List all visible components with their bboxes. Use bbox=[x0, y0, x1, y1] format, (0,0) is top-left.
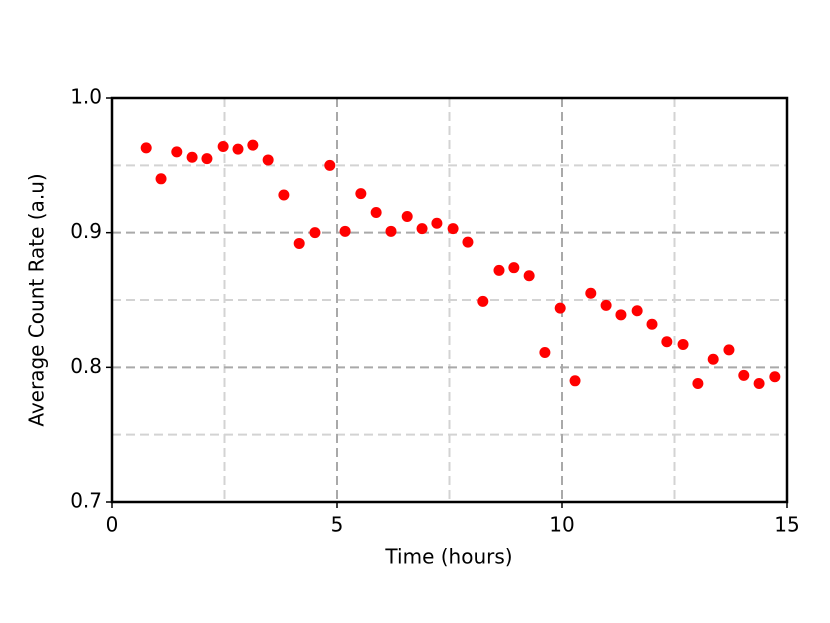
point bbox=[723, 344, 735, 356]
point bbox=[615, 309, 627, 321]
point bbox=[232, 143, 244, 155]
point bbox=[523, 270, 535, 282]
point bbox=[508, 262, 520, 274]
point bbox=[661, 336, 673, 348]
point bbox=[186, 151, 198, 163]
point bbox=[600, 299, 612, 311]
point bbox=[355, 188, 367, 200]
point bbox=[309, 227, 321, 239]
point bbox=[769, 371, 781, 383]
point bbox=[247, 139, 259, 151]
point bbox=[738, 369, 750, 381]
point bbox=[477, 295, 489, 307]
point bbox=[753, 377, 765, 389]
y-tick-label: 0.7 bbox=[70, 489, 102, 513]
point bbox=[707, 353, 719, 365]
y-axis-label: Average Count Rate (a.u) bbox=[25, 173, 49, 426]
point bbox=[171, 146, 183, 158]
x-tick-label: 0 bbox=[106, 513, 119, 537]
point bbox=[447, 223, 459, 235]
point bbox=[401, 211, 413, 223]
point bbox=[677, 338, 689, 350]
point bbox=[631, 305, 643, 317]
point bbox=[554, 302, 566, 314]
point bbox=[585, 287, 597, 299]
y-tick-label: 0.8 bbox=[70, 354, 102, 378]
point bbox=[324, 159, 336, 171]
y-tick-label: 0.9 bbox=[70, 219, 102, 243]
point bbox=[385, 225, 397, 237]
point bbox=[339, 225, 351, 237]
x-axis-label: Time (hours) bbox=[384, 545, 512, 569]
x-tick-label: 5 bbox=[331, 513, 344, 537]
point bbox=[140, 142, 152, 154]
point bbox=[262, 154, 274, 166]
point bbox=[416, 223, 428, 235]
point bbox=[646, 318, 658, 330]
point bbox=[493, 264, 505, 276]
point bbox=[293, 237, 305, 249]
x-tick-label: 15 bbox=[774, 513, 799, 537]
point bbox=[278, 189, 290, 201]
point bbox=[217, 140, 229, 152]
point bbox=[569, 375, 581, 387]
y-tick-label: 1.0 bbox=[70, 85, 102, 109]
point bbox=[692, 377, 704, 389]
point bbox=[155, 173, 167, 185]
point bbox=[201, 153, 213, 165]
plot-frame bbox=[110, 96, 789, 504]
point bbox=[431, 217, 443, 229]
point bbox=[539, 347, 551, 359]
point bbox=[370, 206, 382, 218]
x-tick-label: 10 bbox=[549, 513, 574, 537]
point bbox=[462, 236, 474, 248]
